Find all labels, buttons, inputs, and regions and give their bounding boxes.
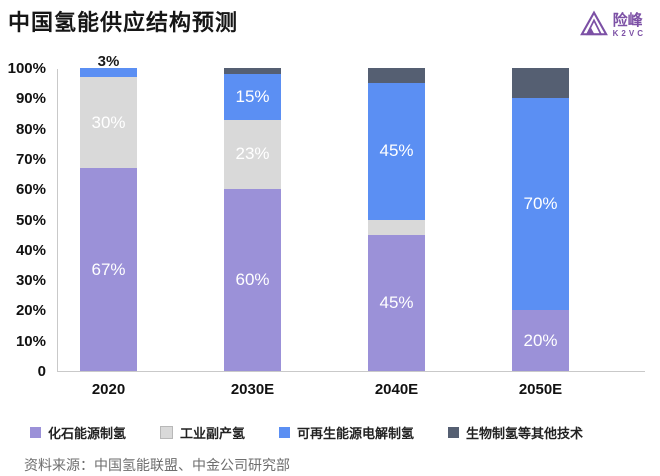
- legend-swatch: [279, 427, 291, 438]
- bar-segment-label: 70%: [523, 194, 558, 214]
- bar-segment: 30%: [80, 77, 137, 168]
- bar-segment-label: 45%: [379, 292, 414, 312]
- bar-segment-label: 23%: [235, 144, 270, 164]
- bar-segment-label: 45%: [379, 141, 414, 161]
- k2vc-logo-text: 险峰 K2VC: [613, 13, 646, 38]
- bar-segment-label: 3%: [97, 53, 120, 71]
- legend-item: 生物制氢等其他技术: [448, 423, 583, 442]
- header: 中国氢能供应结构预测 险峰 K2VC: [0, 0, 660, 41]
- x-axis-label: 2040E: [374, 381, 419, 398]
- bar-segment-label: 30%: [91, 112, 126, 132]
- legend-swatch: [448, 427, 460, 438]
- legend-label: 工业副产氢: [180, 426, 246, 441]
- y-axis-tick-label: 0: [37, 363, 46, 380]
- y-axis-tick-label: 20%: [15, 302, 46, 320]
- bar-segment-label: 60%: [235, 270, 270, 290]
- y-axis-tick-label: 30%: [15, 272, 46, 290]
- bar-segment: 5%: [368, 205, 425, 235]
- bar-segment: 20%: [512, 310, 569, 371]
- bar-column-2050e: 20% 70% 2050E: [512, 68, 569, 398]
- y-axis-tick-label: 50%: [15, 211, 46, 229]
- bar-segment: 3%: [80, 53, 137, 78]
- k2vc-logo-icon: [579, 10, 608, 41]
- bar-segment: 45%: [368, 234, 425, 371]
- bar-column-2040e: 45% 5% 45% 2040E: [368, 68, 425, 398]
- page-title: 中国氢能供应结构预测: [8, 10, 239, 35]
- k2vc-logo-name: 险峰: [612, 12, 643, 29]
- y-axis-tick-label: 10%: [15, 332, 46, 350]
- source-note: 资料来源：中国氢能联盟、中金公司研究部: [24, 457, 290, 473]
- y-axis-tick-label: 70%: [15, 150, 46, 168]
- legend-item: 工业副产氢: [160, 423, 245, 442]
- y-axis-tick-label: 90%: [15, 90, 46, 108]
- x-axis-label: 2020: [91, 381, 126, 398]
- bar-segment: 23%: [224, 119, 281, 190]
- x-axis-label: 2050E: [518, 381, 563, 398]
- y-axis-tick-label: 40%: [15, 241, 46, 259]
- legend: 化石能源制氢 工业副产氢 可再生能源电解制氢 生物制氢等其他技术: [0, 423, 660, 442]
- legend-label: 化石能源制氢: [48, 426, 127, 441]
- legend-label: 生物制氢等其他技术: [466, 426, 584, 441]
- bar-segment: 60%: [224, 189, 281, 371]
- y-axis-tick-label: 80%: [15, 120, 46, 138]
- x-axis-label: 2030E: [230, 381, 275, 398]
- bar-segment: [224, 68, 281, 75]
- bar-segment-label: 15%: [235, 86, 270, 106]
- legend-swatch: [160, 426, 174, 439]
- k2vc-logo-sub: K2VC: [612, 29, 646, 38]
- legend-item: 可再生能源电解制氢: [279, 423, 414, 442]
- y-axis-tick-label: 100%: [7, 60, 46, 77]
- bar-segment-label: 67%: [91, 259, 126, 279]
- bars: 67% 30% 3% 2020 60% 23% 15% 2030E 45% 5% 45% 2040E 2…: [58, 53, 645, 398]
- bar-column-2030e: 60% 23% 15% 2030E: [224, 68, 281, 398]
- bar-segment: 67%: [80, 168, 137, 371]
- legend-swatch: [30, 427, 41, 438]
- plot-area: 67% 30% 3% 2020 60% 23% 15% 2030E 45% 5% 45% 2040E 2…: [57, 53, 645, 398]
- bar-segment: [512, 68, 569, 99]
- legend-item: 化石能源制氢: [30, 423, 126, 442]
- chart: 100% 90% 80% 70% 60% 50% 40% 30% 20% 10% 0 67% 30% 3…: [0, 53, 660, 403]
- bar-segment: [368, 68, 425, 84]
- y-axis-tick-label: 60%: [15, 181, 46, 199]
- k2vc-logo: 险峰 K2VC: [579, 10, 646, 41]
- bar-column-2020: 67% 30% 3% 2020: [80, 53, 137, 398]
- legend-label: 可再生能源电解制氢: [297, 426, 415, 441]
- bar-segment: 15%: [224, 74, 281, 120]
- bar-segment: 70%: [512, 98, 569, 311]
- bar-segment: 45%: [368, 83, 425, 220]
- bar-segment-label: 20%: [523, 330, 558, 350]
